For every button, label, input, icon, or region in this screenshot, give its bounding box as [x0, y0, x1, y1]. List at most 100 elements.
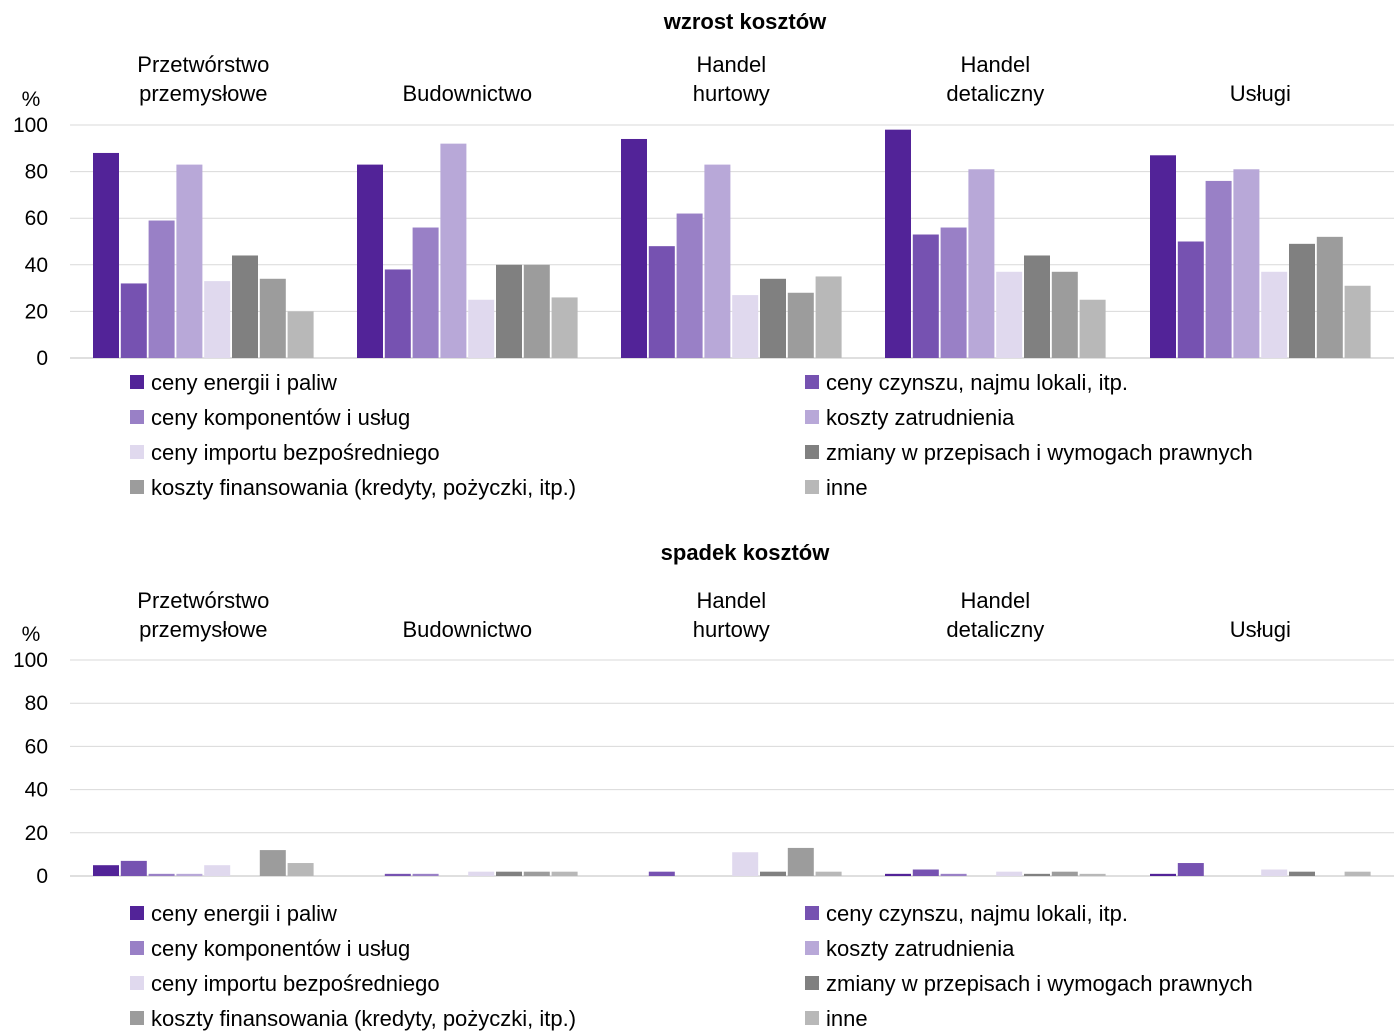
- group-label-0-0-1: przemysłowe: [139, 81, 267, 106]
- bar-1-0-2: [148, 873, 175, 876]
- legend-label-0-2: ceny komponentów i usług: [151, 405, 410, 430]
- group-label-1-3-0: Handel: [960, 588, 1030, 613]
- bar-0-4-5: [1289, 243, 1315, 358]
- bar-0-3-0: [885, 129, 911, 358]
- bar-1-1-1: [384, 873, 411, 876]
- bar-1-2-1: [648, 871, 675, 876]
- bar-1-1-7: [551, 871, 578, 876]
- bar-1-3-0: [885, 873, 911, 876]
- y-tick-label-0-3: 60: [25, 207, 48, 230]
- bar-1-2-4: [732, 852, 759, 876]
- legend-swatch-1-6: [130, 1011, 144, 1025]
- legend-label-0-3: koszty zatrudnienia: [826, 405, 1015, 430]
- bar-1-3-1: [912, 869, 939, 876]
- bar-1-4-4: [1261, 869, 1288, 876]
- bar-0-2-3: [704, 164, 731, 358]
- group-label-0-2-0: Handel: [696, 52, 766, 77]
- y-tick-label-0-4: 80: [25, 161, 48, 184]
- legend-label-1-1: ceny czynszu, najmu lokali, itp.: [826, 901, 1128, 926]
- legend-label-1-7: inne: [826, 1006, 868, 1031]
- legend-swatch-0-6: [130, 480, 144, 494]
- bar-1-2-7: [815, 871, 842, 876]
- bar-0-1-1: [384, 269, 411, 358]
- group-label-1-3-1: detaliczny: [946, 617, 1044, 642]
- legend-label-0-7: inne: [826, 475, 868, 500]
- bar-0-3-4: [996, 271, 1023, 358]
- bar-1-4-5: [1289, 871, 1315, 876]
- y-tick-label-0-1: 20: [25, 300, 48, 323]
- legend-label-1-4: ceny importu bezpośredniego: [151, 971, 440, 996]
- y-tick-label-1-4: 80: [25, 692, 48, 715]
- y-axis-label-0: %: [22, 88, 41, 111]
- bar-0-4-7: [1344, 285, 1371, 358]
- legend-label-0-5: zmiany w przepisach i wymogach prawnych: [826, 440, 1253, 465]
- legend-label-0-6: koszty finansowania (kredyty, pożyczki, …: [151, 475, 576, 500]
- bar-0-4-2: [1205, 180, 1232, 358]
- bar-0-2-4: [732, 295, 759, 358]
- bar-1-2-5: [760, 871, 786, 876]
- bar-0-1-6: [523, 264, 550, 358]
- legend-swatch-1-7: [805, 1011, 819, 1025]
- bar-0-2-5: [760, 278, 786, 358]
- legend-label-1-2: ceny komponentów i usług: [151, 936, 410, 961]
- y-tick-label-1-1: 20: [25, 822, 48, 845]
- bar-0-2-0: [621, 138, 647, 358]
- bar-0-4-3: [1233, 169, 1260, 358]
- y-tick-label-1-0: 0: [36, 865, 48, 888]
- bar-0-4-6: [1316, 236, 1343, 358]
- legend-label-1-5: zmiany w przepisach i wymogach prawnych: [826, 971, 1253, 996]
- chart-title-1: spadek kosztów: [661, 540, 831, 565]
- bar-0-3-2: [940, 227, 967, 358]
- bar-1-0-1: [120, 860, 147, 876]
- bar-0-2-1: [648, 246, 675, 358]
- bar-1-0-6: [259, 850, 286, 876]
- legend-label-1-3: koszty zatrudnienia: [826, 936, 1015, 961]
- y-tick-label-1-3: 60: [25, 735, 48, 758]
- bar-0-3-6: [1051, 271, 1078, 358]
- bar-0-0-4: [204, 281, 231, 358]
- bar-1-4-0: [1150, 873, 1176, 876]
- bar-0-3-5: [1024, 255, 1050, 358]
- y-tick-label-0-2: 40: [25, 254, 48, 277]
- legend-swatch-0-3: [805, 410, 819, 424]
- bar-1-3-6: [1051, 871, 1078, 876]
- bar-0-0-1: [120, 283, 147, 358]
- group-label-0-4-0: Usługi: [1230, 81, 1291, 106]
- bar-1-1-2: [412, 873, 439, 876]
- group-label-0-2-1: hurtowy: [693, 81, 770, 106]
- bar-0-1-2: [412, 227, 439, 358]
- bar-0-1-3: [440, 143, 467, 358]
- legend-label-1-0: ceny energii i paliw: [151, 901, 337, 926]
- legend-swatch-0-1: [805, 375, 819, 389]
- bar-1-2-6: [787, 847, 814, 876]
- bar-0-1-5: [496, 264, 522, 358]
- bar-1-3-4: [996, 871, 1023, 876]
- bar-0-4-1: [1177, 241, 1204, 358]
- group-label-1-2-0: Handel: [696, 588, 766, 613]
- bar-0-3-3: [968, 169, 995, 358]
- bar-0-1-4: [468, 299, 495, 358]
- group-label-1-1-0: Budownictwo: [402, 617, 532, 642]
- legend-label-1-6: koszty finansowania (kredyty, pożyczki, …: [151, 1006, 576, 1031]
- bar-1-1-4: [468, 871, 495, 876]
- bar-1-3-7: [1079, 873, 1106, 876]
- group-label-1-0-1: przemysłowe: [139, 617, 267, 642]
- legend-swatch-1-1: [805, 906, 819, 920]
- bar-0-1-7: [551, 297, 578, 358]
- bar-0-0-3: [176, 164, 203, 358]
- bar-0-0-7: [287, 311, 314, 358]
- y-tick-label-1-5: 100: [13, 649, 48, 672]
- group-label-0-0-0: Przetwórstwo: [137, 52, 269, 77]
- bar-1-0-3: [176, 873, 203, 876]
- legend-swatch-1-2: [130, 941, 144, 955]
- chart-title-0: wzrost kosztów: [663, 9, 827, 34]
- legend-swatch-1-5: [805, 976, 819, 990]
- legend-swatch-0-4: [130, 445, 144, 459]
- bar-0-4-0: [1150, 155, 1176, 358]
- legend-swatch-1-4: [130, 976, 144, 990]
- group-label-1-4-0: Usługi: [1230, 617, 1291, 642]
- group-label-0-3-1: detaliczny: [946, 81, 1044, 106]
- legend-label-0-0: ceny energii i paliw: [151, 370, 337, 395]
